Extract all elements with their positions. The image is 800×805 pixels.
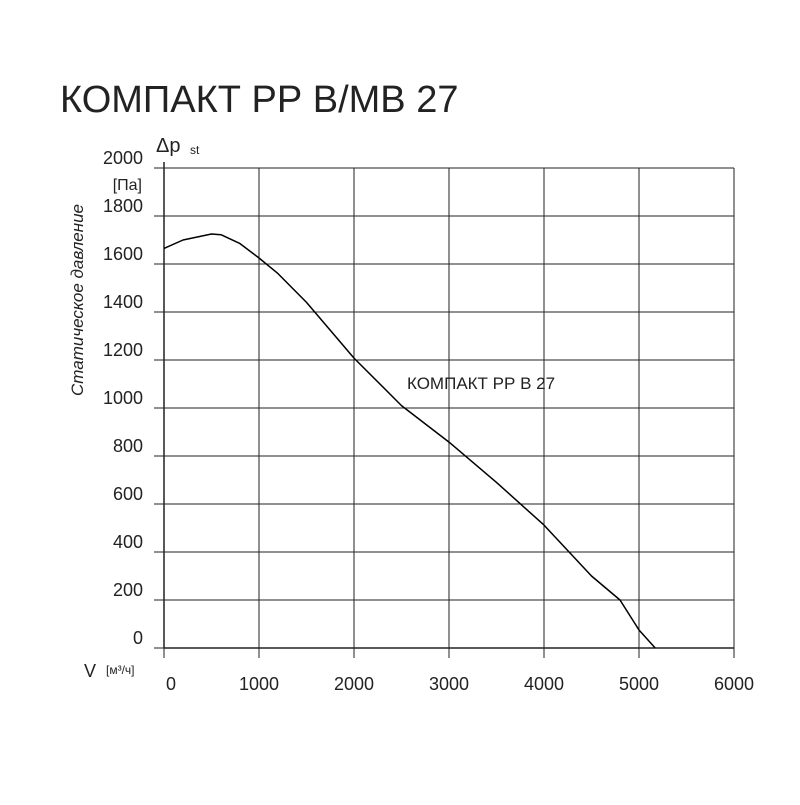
y-tick-label: 800 bbox=[113, 436, 143, 456]
y-tick-label: 1600 bbox=[103, 244, 143, 264]
chart-title: КОМПАКТ РР В/МВ 27 bbox=[60, 79, 458, 121]
x-tick-label: 0 bbox=[166, 674, 176, 694]
x-symbol: V bbox=[84, 661, 96, 681]
curve bbox=[163, 233, 656, 649]
x-unit: [м³/ч] bbox=[106, 663, 135, 677]
y-tick-label: 600 bbox=[113, 484, 143, 504]
x-tick-label: 4000 bbox=[524, 674, 564, 694]
y-axis-title: Статическое давление bbox=[68, 204, 87, 396]
y-symbol: Δp bbox=[156, 135, 180, 157]
series-label: КОМПАКТ РР В 27 bbox=[407, 374, 555, 393]
y-tick-label: 1400 bbox=[103, 292, 143, 312]
y-tick-label: 1200 bbox=[103, 340, 143, 360]
x-tick-label: 2000 bbox=[334, 674, 374, 694]
y-tick-label: 1000 bbox=[103, 388, 143, 408]
y-tick-label: 2000 bbox=[103, 148, 143, 168]
y-tick-label: 0 bbox=[133, 628, 143, 648]
x-tick-label: 3000 bbox=[429, 674, 469, 694]
y-symbol-sub: st bbox=[190, 143, 200, 157]
y-tick-label: 200 bbox=[113, 580, 143, 600]
y-unit: [Па] bbox=[113, 177, 142, 194]
y-tick-label: 1800 bbox=[103, 196, 143, 216]
x-tick-label: 1000 bbox=[239, 674, 279, 694]
x-tick-label: 6000 bbox=[714, 674, 754, 694]
y-tick-label: 400 bbox=[113, 532, 143, 552]
x-tick-label: 5000 bbox=[619, 674, 659, 694]
